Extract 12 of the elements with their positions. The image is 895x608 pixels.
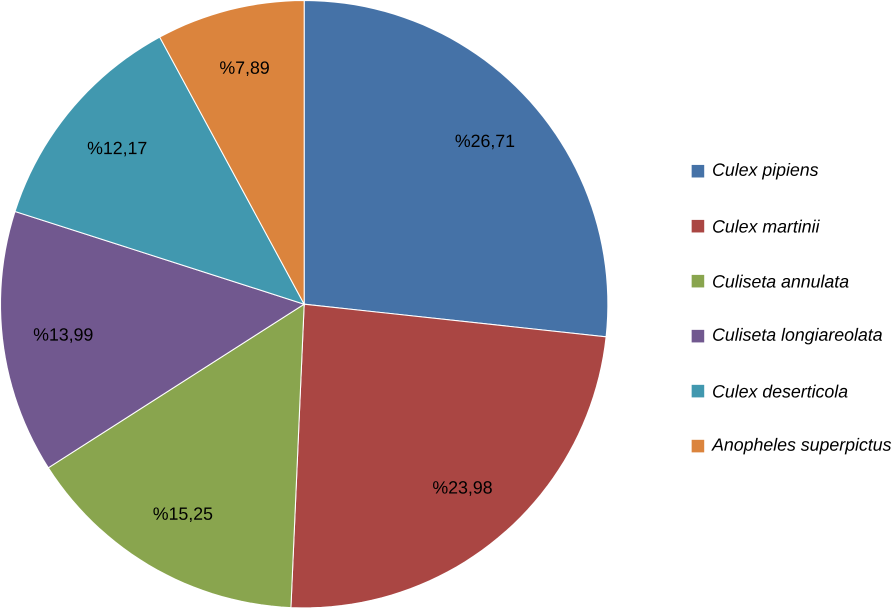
legend-label: Anopheles superpictus bbox=[711, 438, 892, 454]
data-label: %13,99 bbox=[34, 328, 92, 343]
data-label: %12,17 bbox=[88, 142, 146, 156]
data-label: %15,25 bbox=[153, 507, 212, 522]
data-label: %7,89 bbox=[220, 61, 269, 76]
legend-label: Culex pipiens bbox=[713, 162, 818, 180]
legend-label: Culiseta longiareolata bbox=[713, 328, 882, 344]
legend-label: Culiseta annulata bbox=[713, 274, 848, 288]
legend-label: Culex martinii bbox=[713, 219, 820, 233]
legend-label: Culex deserticola bbox=[713, 384, 848, 398]
data-label: %23,98 bbox=[433, 480, 492, 496]
data-label: %26,71 bbox=[456, 134, 514, 150]
